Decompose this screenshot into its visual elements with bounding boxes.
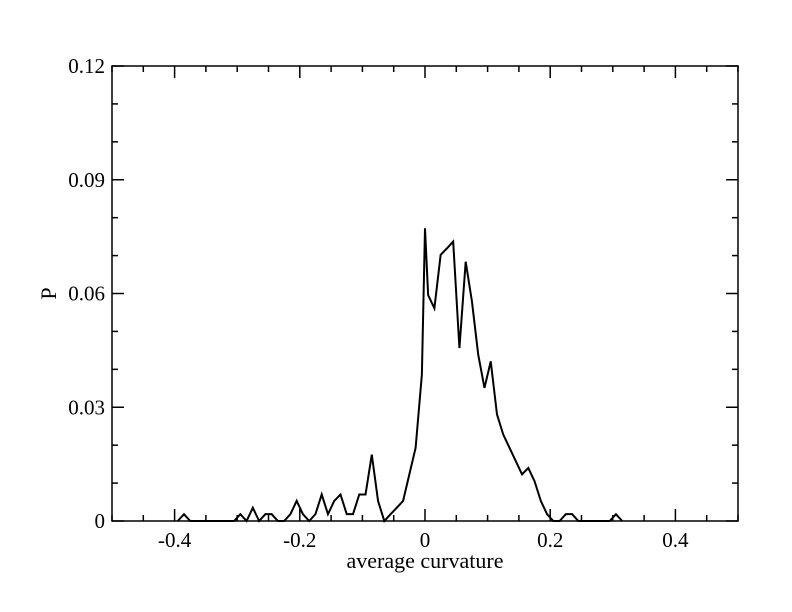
x-tick-label: 0.4 (662, 528, 689, 552)
y-tick-label: 0.09 (68, 168, 105, 192)
x-tick-label: 0 (420, 528, 431, 552)
series-line (176, 228, 623, 523)
plot-frame (111, 65, 739, 522)
axis-ticks (111, 65, 739, 522)
x-tick-label: 0.2 (537, 528, 563, 552)
y-tick-label: 0.06 (68, 282, 105, 306)
tick-labels: -0.4 -0.2 0 0.2 0.4 0 0.03 0.06 0.09 0.12 (68, 54, 689, 552)
x-axis-label: average curvature (347, 548, 504, 573)
y-tick-label: 0.03 (68, 395, 105, 419)
x-tick-label: -0.2 (283, 528, 316, 552)
x-tick-label: -0.4 (158, 528, 192, 552)
y-axis-label: P (36, 287, 61, 299)
y-tick-label: 0 (95, 509, 106, 533)
y-tick-label: 0.12 (68, 54, 105, 78)
